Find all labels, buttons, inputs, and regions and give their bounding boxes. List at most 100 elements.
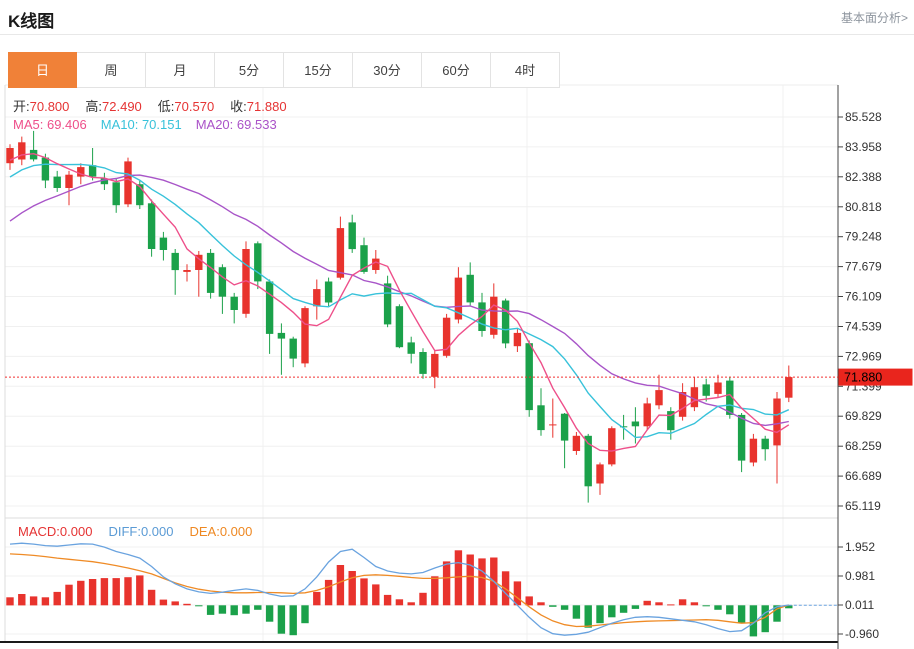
macd-bar-positive [112,578,120,606]
dea-line [9,553,790,628]
candle-up [6,148,14,164]
macd-bar-positive [6,597,14,606]
candle-down [383,283,392,325]
macd-bar-positive [678,599,687,606]
ohlc-readout: 开:70.800 高:72.490 低:70.570 收:71.880 [13,96,303,115]
macd-histogram [6,550,793,637]
candle-down [537,405,545,431]
candle-up [454,277,463,320]
macd-bar-positive [41,597,50,606]
candle-up [431,353,439,377]
price-axis-label: 68.259 [845,439,882,453]
macd-bar-negative [785,605,793,609]
low-value: 70.570 [174,99,215,114]
price-axis-label: 72.969 [845,349,882,363]
macd-bar-positive [372,584,380,606]
price-axis-label: 65.119 [845,499,881,513]
candle-down [501,300,510,344]
macd-bar-positive [53,591,61,606]
macd-bar-negative [218,605,227,614]
macd-bar-positive [667,604,675,606]
macd-bar-negative [596,605,604,624]
candle-up [572,435,581,451]
dea-value-readout: DEA:0.000 [189,524,253,539]
macd-bar-positive [395,599,404,606]
macd-bar-negative [749,605,758,637]
macd-bar-negative [206,605,215,615]
candle-down [289,338,297,359]
candle-up [749,438,758,463]
candle-up [490,296,498,335]
candle-down [230,296,238,310]
open-label: 开: [13,99,30,114]
macd-bar-positive [348,571,356,606]
macd-bar-positive [431,576,439,606]
macd-bar-positive [336,565,345,606]
macd-bar-negative [289,605,297,636]
macd-bar-positive [466,554,474,606]
macd-bar-positive [29,596,38,606]
macd-bar-negative [254,605,262,610]
macd-bar-positive [643,600,651,606]
tab-15min[interactable]: 15分 [284,52,353,88]
candle-down [171,252,179,271]
header-divider [0,34,914,35]
candle-down [466,274,474,303]
candle-down [560,413,569,441]
candle-down [159,237,168,250]
macd-bar-positive [690,602,699,606]
macd-bar-negative [619,605,628,613]
candle-down [737,414,746,461]
candle-down [631,421,640,427]
candle-up [678,392,687,417]
candle-down [147,203,156,249]
ma5-line [9,152,790,452]
macd-bar-negative [608,605,616,618]
macd-bar-negative [714,605,722,610]
macd-bar-positive [383,594,392,606]
candle-down [702,384,710,396]
tab-4hour[interactable]: 4时 [491,52,560,88]
diff-line [9,542,789,636]
price-axis-label: 76.109 [845,290,882,304]
candle-up [18,142,26,160]
candle-down [761,438,769,450]
macd-bar-negative [560,605,569,610]
candles-layer [6,130,793,503]
candle-down [136,184,144,206]
close-value: 71.880 [246,99,287,114]
macd-bar-negative [301,605,309,624]
candle-down [112,182,120,206]
tab-60min[interactable]: 60分 [422,52,491,88]
macd-bar-positive [183,603,191,606]
candle-up [596,464,604,484]
macd-bar-positive [537,602,545,606]
macd-bar-positive [324,579,333,606]
tab-30min[interactable]: 30分 [353,52,422,88]
candle-down [254,243,262,282]
candle-up [313,289,321,307]
tab-month[interactable]: 月 [146,52,215,88]
tab-day[interactable]: 日 [8,52,77,88]
macd-bar-positive [478,558,486,606]
candle-up [655,390,663,406]
price-axis-label: 77.679 [845,260,882,274]
tab-week[interactable]: 周 [77,52,146,88]
tab-5min[interactable]: 5分 [215,52,284,88]
macd-bar-positive [147,589,156,606]
fundamental-analysis-link[interactable]: 基本面分析> [840,11,908,25]
macd-value-readout: MACD:0.000 [18,524,93,539]
price-axis-label: 69.829 [845,409,882,423]
candle-up [513,332,522,347]
candle-down [277,332,286,339]
candle-up [77,167,85,177]
candle-down [726,380,734,415]
candle-up [549,424,557,426]
candle-up [690,387,699,408]
macd-axis-label: 1.952 [845,540,875,554]
candle-up [785,377,793,398]
candle-up [608,428,616,465]
candle-up [714,382,722,394]
macd-bar-negative [702,605,710,607]
